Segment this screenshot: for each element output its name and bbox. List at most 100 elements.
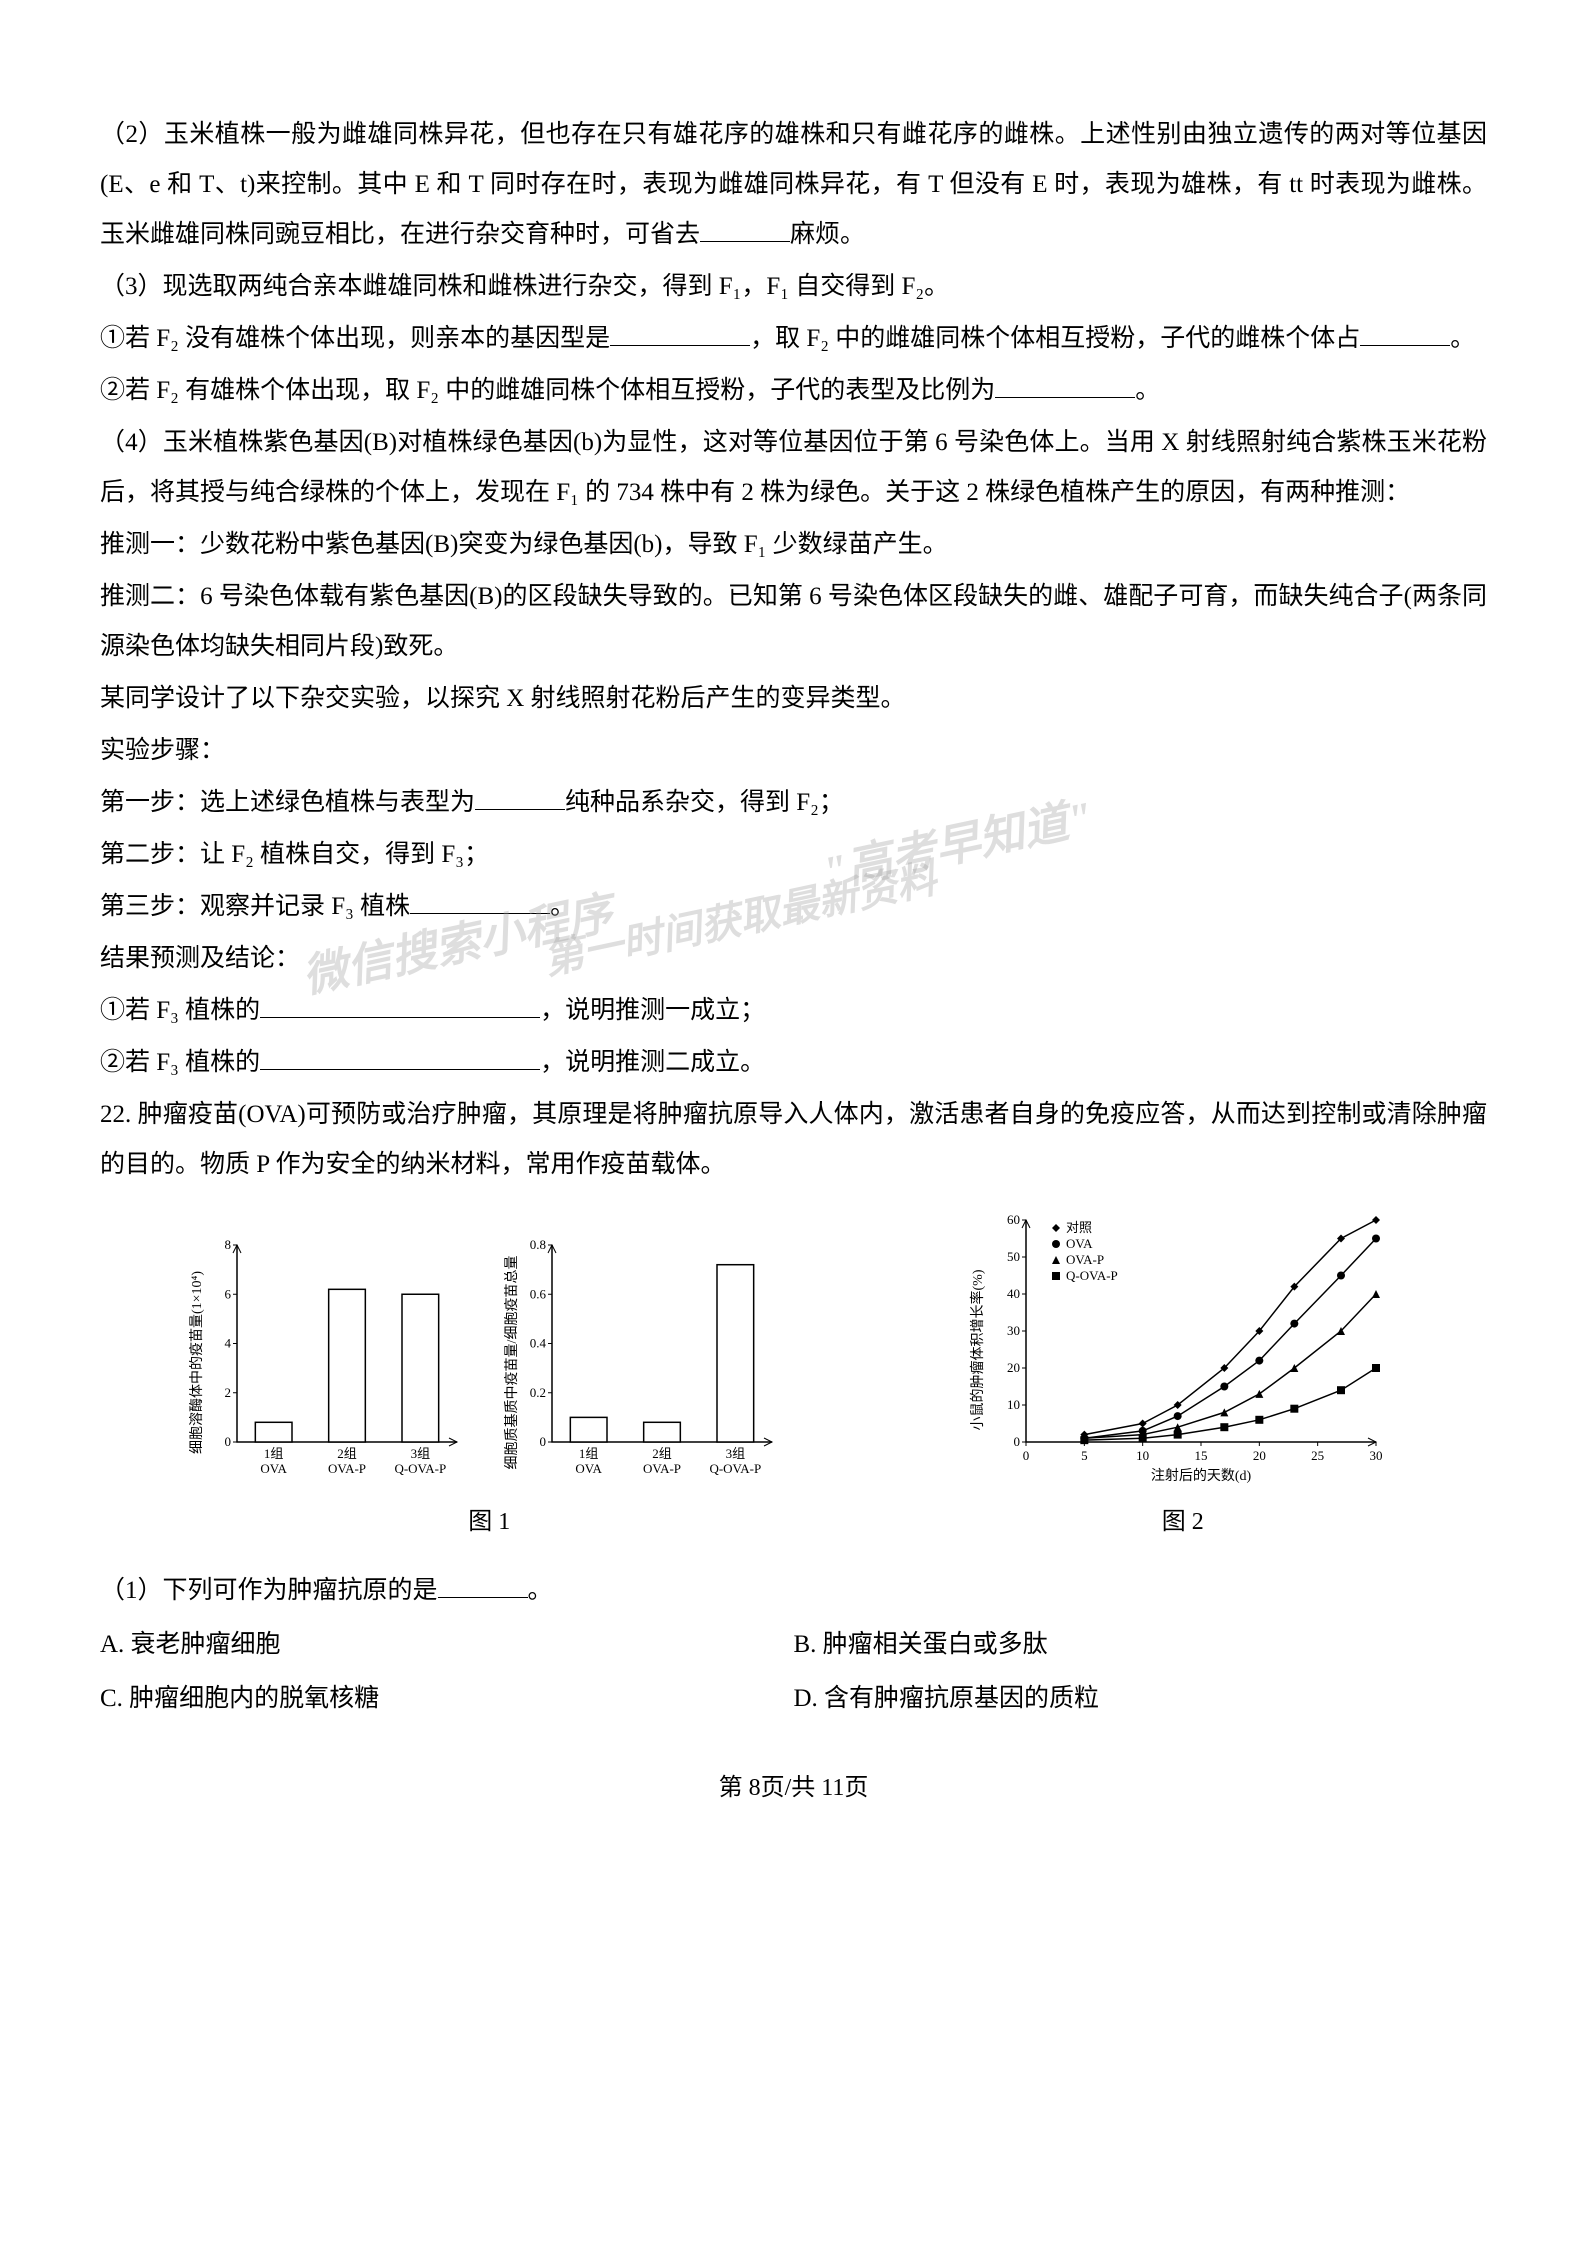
svg-text:2组: 2组 [652, 1446, 672, 1461]
page-content: （2）玉米植株一般为雌雄同株异花，但也存在只有雄花序的雄株和只有雌花序的雌株。上… [100, 110, 1487, 1812]
text: 。 [1135, 377, 1160, 404]
text: ②若 F₃ 植株的 [100, 1049, 260, 1076]
chart-1b: 细胞质基质中疫苗量/细胞疫苗总量 0 0.2 0.4 0.6 0.8 1组OVA 2组OVA-… [504, 1235, 789, 1490]
text: 第一步：选上述绿色植株与表型为 [100, 789, 475, 816]
svg-text:0: 0 [225, 1434, 232, 1449]
svg-text:8: 8 [225, 1237, 232, 1252]
fig2-caption: 图 2 [1162, 1498, 1204, 1546]
blank [438, 1568, 528, 1598]
text: 结果预测及结论： [100, 945, 300, 972]
para-4: （4）玉米植株紫色基因(B)对植株绿色基因(b)为显性，这对等位基因位于第 6 … [100, 418, 1487, 518]
blank [700, 212, 790, 242]
svg-text:0.8: 0.8 [530, 1237, 546, 1252]
text: 某同学设计了以下杂交实验，以探究 X 射线照射花粉后产生的变异类型。 [100, 685, 906, 712]
text: ，取 F₂ 中的雌雄同株个体相互授粉，子代的雌株个体占 [750, 325, 1360, 352]
text: （1）下列可作为肿瘤抗原的是 [100, 1577, 438, 1604]
svg-text:20: 20 [1253, 1448, 1266, 1463]
svg-text:2: 2 [225, 1385, 232, 1400]
text: 。 [528, 1577, 553, 1604]
bar-chart-1a: 细胞溶酶体中的疫苗量(1×10⁴)024681组OVA2组OVA-P3组Q-OV… [189, 1235, 474, 1490]
para-4-r2: ②若 F₃ 植株的 ，说明推测二成立。 [100, 1038, 1487, 1088]
para-4-s1: 第一步：选上述绿色植株与表型为 纯种品系杂交，得到 F₂； [100, 778, 1487, 828]
line-chart-2: 小鼠的肿瘤体积增长率(%)0102030405060051015202530注射… [968, 1210, 1398, 1490]
text: 麻烦。 [790, 221, 865, 248]
svg-text:6: 6 [225, 1286, 232, 1301]
text: 22. 肿瘤疫苗(OVA)可预防或治疗肿瘤，其原理是将肿瘤抗原导入人体内，激活患… [100, 1101, 1487, 1178]
para-4-s3: 第三步：观察并记录 F₃ 植株 。 [100, 882, 1487, 932]
svg-text:50: 50 [1007, 1249, 1020, 1264]
svg-text:OVA-P: OVA-P [643, 1461, 681, 1476]
svg-text:1组: 1组 [579, 1446, 599, 1461]
svg-text:2组: 2组 [337, 1446, 357, 1461]
text: 纯种品系杂交，得到 F₂； [565, 789, 844, 816]
q22-1: （1）下列可作为肿瘤抗原的是 。 [100, 1566, 1487, 1616]
svg-text:细胞质基质中疫苗量/细胞疫苗总量: 细胞质基质中疫苗量/细胞疫苗总量 [504, 1256, 520, 1470]
text: ，说明推测二成立。 [540, 1049, 765, 1076]
svg-text:10: 10 [1136, 1448, 1149, 1463]
svg-text:20: 20 [1007, 1360, 1020, 1375]
svg-text:25: 25 [1311, 1448, 1324, 1463]
text: 推测一：少数花粉中紫色基因(B)突变为绿色基因(b)，导致 F₁ 少数绿苗产生。 [100, 531, 948, 558]
bar-chart-1b: 细胞质基质中疫苗量/细胞疫苗总量 0 0.2 0.4 0.6 0.8 1组OVA 2组OVA-… [504, 1235, 789, 1490]
text: （4）玉米植株紫色基因(B)对植株绿色基因(b)为显性，这对等位基因位于第 6 … [100, 429, 1487, 506]
q22: 22. 肿瘤疫苗(OVA)可预防或治疗肿瘤，其原理是将肿瘤抗原导入人体内，激活患… [100, 1090, 1487, 1190]
blank [995, 368, 1135, 398]
option-d: D. 含有肿瘤抗原基因的质粒 [794, 1674, 1488, 1724]
svg-text:3组: 3组 [726, 1446, 746, 1461]
option-c: C. 肿瘤细胞内的脱氧核糖 [100, 1674, 794, 1724]
para-4-s2: 第二步：让 F₂ 植株自交，得到 F₃； [100, 830, 1487, 880]
para-3: （3）现选取两纯合亲本雌雄同株和雌株进行杂交，得到 F₁，F₁ 自交得到 F₂。 [100, 262, 1487, 312]
text: 实验步骤： [100, 737, 225, 764]
blank [1360, 316, 1450, 346]
para-4-design: 某同学设计了以下杂交实验，以探究 X 射线照射花粉后产生的变异类型。 [100, 674, 1487, 724]
svg-text:4: 4 [225, 1336, 232, 1351]
svg-text:15: 15 [1194, 1448, 1207, 1463]
svg-text:0: 0 [1023, 1448, 1030, 1463]
svg-text:0: 0 [1013, 1434, 1020, 1449]
svg-text:30: 30 [1007, 1323, 1020, 1338]
para-4-t1: 推测一：少数花粉中紫色基因(B)突变为绿色基因(b)，导致 F₁ 少数绿苗产生。 [100, 520, 1487, 570]
text: 。 [550, 893, 575, 920]
para-4-r1: ①若 F₃ 植株的 ，说明推测一成立； [100, 986, 1487, 1036]
svg-text:OVA-P: OVA-P [1066, 1252, 1104, 1267]
svg-text:OVA: OVA [1066, 1236, 1093, 1251]
text: 推测二：6 号染色体载有紫色基因(B)的区段缺失导致的。已知第 6 号染色体区段… [100, 583, 1487, 660]
text: 第二步：让 F₂ 植株自交，得到 F₃； [100, 841, 489, 868]
svg-text:0.6: 0.6 [530, 1286, 547, 1301]
svg-text:0.4: 0.4 [530, 1336, 547, 1351]
svg-text:OVA: OVA [261, 1461, 288, 1476]
svg-text:3组: 3组 [411, 1446, 431, 1461]
svg-text:OVA: OVA [576, 1461, 603, 1476]
page-footer: 第 8页/共 11页 [100, 1764, 1487, 1812]
text: ，说明推测一成立； [540, 997, 765, 1024]
svg-text:30: 30 [1369, 1448, 1382, 1463]
para-3-2: ②若 F₂ 有雄株个体出现，取 F₂ 中的雌雄同株个体相互授粉，子代的表型及比例… [100, 366, 1487, 416]
charts-row: 细胞溶酶体中的疫苗量(1×10⁴)024681组OVA2组OVA-P3组Q-OV… [100, 1210, 1487, 1546]
svg-text:0: 0 [540, 1434, 547, 1449]
options-row-1: A. 衰老肿瘤细胞 B. 肿瘤相关蛋白或多肽 [100, 1620, 1487, 1670]
option-b: B. 肿瘤相关蛋白或多肽 [794, 1620, 1488, 1670]
svg-text:注射后的天数(d): 注射后的天数(d) [1151, 1468, 1252, 1484]
svg-text:Q-OVA-P: Q-OVA-P [395, 1461, 447, 1476]
svg-text:1组: 1组 [264, 1446, 284, 1461]
figure-2-group: 小鼠的肿瘤体积增长率(%)0102030405060051015202530注射… [968, 1210, 1398, 1546]
svg-text:Q-OVA-P: Q-OVA-P [710, 1461, 762, 1476]
blank [475, 780, 565, 810]
text: 。 [1450, 325, 1475, 352]
svg-text:小鼠的肿瘤体积增长率(%): 小鼠的肿瘤体积增长率(%) [969, 1269, 986, 1430]
blank [260, 988, 540, 1018]
svg-text:60: 60 [1007, 1212, 1020, 1227]
options-row-2: C. 肿瘤细胞内的脱氧核糖 D. 含有肿瘤抗原基因的质粒 [100, 1674, 1487, 1724]
chart-1a: 细胞溶酶体中的疫苗量(1×10⁴)024681组OVA2组OVA-P3组Q-OV… [189, 1235, 474, 1490]
svg-text:0.2: 0.2 [530, 1385, 546, 1400]
blank [610, 316, 750, 346]
text: ①若 F₃ 植株的 [100, 997, 260, 1024]
svg-text:对照: 对照 [1066, 1220, 1092, 1235]
para-4-t2: 推测二：6 号染色体载有紫色基因(B)的区段缺失导致的。已知第 6 号染色体区段… [100, 572, 1487, 672]
text: 第三步：观察并记录 F₃ 植株 [100, 893, 410, 920]
text: （3）现选取两纯合亲本雌雄同株和雌株进行杂交，得到 F₁，F₁ 自交得到 F₂。 [100, 273, 949, 300]
svg-text:细胞溶酶体中的疫苗量(1×10⁴): 细胞溶酶体中的疫苗量(1×10⁴) [189, 1271, 205, 1454]
para-4-result: 结果预测及结论： [100, 934, 1487, 984]
svg-text:10: 10 [1007, 1397, 1020, 1412]
figure-1-group: 细胞溶酶体中的疫苗量(1×10⁴)024681组OVA2组OVA-P3组Q-OV… [189, 1235, 789, 1546]
